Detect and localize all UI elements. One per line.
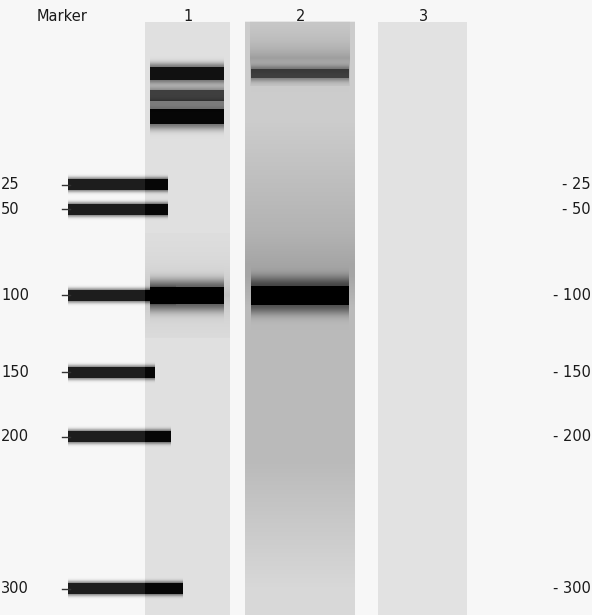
Text: 300: 300: [1, 581, 29, 596]
Text: - 150: - 150: [553, 365, 591, 379]
Text: 100: 100: [1, 288, 29, 303]
Text: - 100: - 100: [553, 288, 591, 303]
Text: - 300: - 300: [553, 581, 591, 596]
Text: 25: 25: [1, 177, 20, 192]
Text: 2: 2: [296, 9, 305, 24]
Text: 1: 1: [184, 9, 193, 24]
Text: - 25: - 25: [562, 177, 591, 192]
Text: 150: 150: [1, 365, 29, 379]
Text: 200: 200: [1, 429, 30, 444]
Text: - 50: - 50: [562, 202, 591, 216]
Text: 3: 3: [419, 9, 428, 24]
Text: 50: 50: [1, 202, 20, 216]
Text: Marker: Marker: [37, 9, 88, 24]
Text: - 200: - 200: [553, 429, 591, 444]
